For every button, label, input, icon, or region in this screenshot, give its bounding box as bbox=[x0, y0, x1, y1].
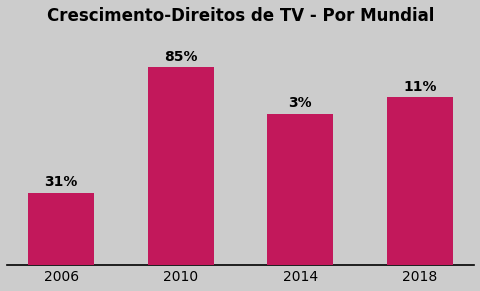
Text: 85%: 85% bbox=[164, 49, 197, 63]
Bar bbox=[147, 67, 213, 265]
Bar bbox=[267, 114, 333, 265]
Bar bbox=[386, 97, 452, 265]
Title: Crescimento-Direitos de TV - Por Mundial: Crescimento-Direitos de TV - Por Mundial bbox=[47, 7, 433, 25]
Text: 3%: 3% bbox=[288, 96, 312, 110]
Bar bbox=[28, 193, 94, 265]
Text: 11%: 11% bbox=[402, 80, 436, 94]
Text: 31%: 31% bbox=[44, 175, 78, 189]
